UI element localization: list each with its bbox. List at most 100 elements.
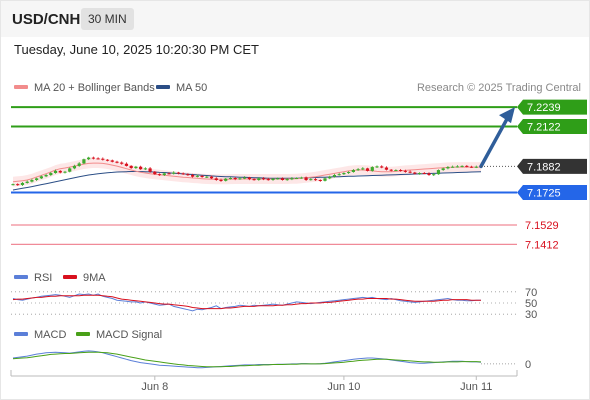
macd-signal-legend-swatch [76, 332, 90, 336]
candle-body [129, 165, 133, 169]
candle-body [304, 177, 308, 180]
candle-body [195, 175, 199, 177]
candle-body [285, 179, 289, 181]
candle-body [356, 169, 360, 171]
macd-signal-legend-label: MACD Signal [96, 329, 162, 341]
candle-body [432, 174, 436, 176]
level-tag-7.1725 [517, 184, 587, 200]
candle-body [332, 175, 337, 177]
candle-body [96, 158, 100, 160]
candle-body [105, 159, 110, 161]
macd-tick-0: 0 [525, 359, 531, 371]
candle-body [408, 171, 412, 173]
candle-body [413, 172, 417, 174]
candle-body [380, 166, 384, 168]
candle-body [465, 165, 469, 167]
time-tick-label: Jun 8 [141, 381, 168, 393]
candle-body [313, 179, 318, 181]
candle-body [209, 176, 214, 179]
candle-body [219, 180, 223, 181]
candle-body [238, 178, 242, 180]
candle-body [87, 157, 91, 160]
candle-body [455, 166, 459, 168]
interval-button[interactable]: 30 MIN [81, 8, 134, 30]
candle-body [191, 175, 195, 177]
macd-panel: 0 [12, 350, 531, 371]
candle-body [261, 178, 266, 180]
ma20-legend-label: MA 20 + Bollinger Bands [34, 82, 155, 94]
candle-body [247, 177, 251, 180]
candle-body [162, 173, 166, 176]
current-price-label: 7.1882 [527, 161, 561, 173]
level-tag-7.2239 [517, 99, 587, 115]
candle-body [280, 178, 285, 180]
current-price-tag [517, 158, 587, 174]
candle-body [176, 172, 181, 174]
candle-body [11, 184, 15, 186]
ma20-line [12, 162, 481, 183]
candle-body [469, 166, 474, 168]
candle-body [460, 165, 464, 167]
rsi-ma-legend-swatch [63, 275, 77, 279]
candle-body [68, 168, 72, 172]
candle-body [361, 168, 365, 170]
candle-body [205, 176, 209, 178]
candle-body [153, 171, 157, 175]
candle-body [167, 173, 171, 175]
candle-body [49, 173, 53, 176]
candle-body [436, 170, 441, 175]
candle-body [375, 166, 379, 168]
candle-body [474, 166, 478, 168]
candle-body [82, 159, 86, 164]
time-tick-label: Jun 11 [460, 381, 492, 393]
candle-body [384, 167, 389, 170]
candle-body [25, 181, 29, 183]
rsi-tick-70: 70 [525, 287, 537, 299]
candle-body [134, 166, 138, 169]
candle-body [44, 175, 48, 177]
candle-body [446, 167, 450, 169]
chart-timestamp: Tuesday, June 10, 2025 10:20:30 PM CET [14, 42, 259, 57]
candle-body [252, 179, 256, 181]
rsi-ma-line [12, 294, 481, 310]
candle-body [323, 178, 327, 181]
candle-body [389, 169, 393, 171]
candle-body [441, 168, 445, 171]
candle-body [110, 160, 114, 162]
candle-body [337, 174, 341, 176]
candle-body [295, 178, 299, 180]
candle-body [394, 170, 398, 172]
macd-legend-label: MACD [34, 329, 66, 341]
level-tag-7.2122 [517, 119, 587, 135]
candle-body [299, 177, 303, 179]
candle-body [243, 177, 247, 179]
candle-body [157, 174, 162, 176]
candle-body [186, 174, 190, 176]
level-label-7.1529: 7.1529 [525, 220, 559, 232]
rsi-tick-50: 50 [525, 298, 537, 310]
candle-body [224, 178, 228, 181]
chart-header: USD/CNH 30 MIN [1, 1, 589, 37]
level-tag-label-7.2122: 7.2122 [527, 122, 561, 134]
level-tag-label-7.2239: 7.2239 [527, 102, 561, 114]
candle-body [120, 162, 124, 164]
ma50-legend-swatch [156, 85, 170, 89]
candle-body [399, 170, 403, 172]
candle-body [342, 173, 346, 175]
candle-body [115, 161, 119, 163]
level-label-7.1412: 7.1412 [525, 239, 559, 251]
source-credit: Research © 2025 Trading Central [417, 82, 581, 94]
candle-body [181, 173, 185, 175]
candle-body [214, 178, 218, 180]
macd-signal-line [12, 351, 482, 368]
rsi-legend-label: RSI [34, 272, 52, 284]
ma50-line [12, 171, 482, 191]
candle-body [422, 173, 426, 175]
candle-body [417, 173, 422, 175]
candle-body [148, 168, 152, 172]
bollinger-band-area [13, 158, 481, 187]
candle-body [403, 170, 407, 172]
candle-body [370, 167, 374, 171]
candle-body [427, 173, 431, 176]
